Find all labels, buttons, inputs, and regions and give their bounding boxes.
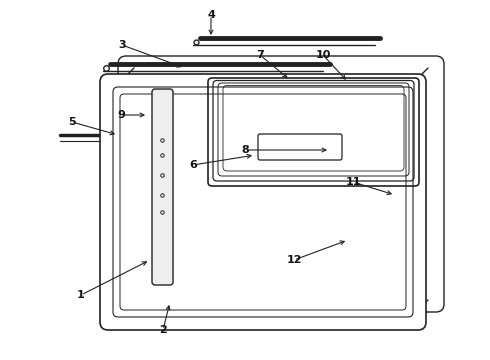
Text: 1: 1 [77,290,85,300]
Text: 4: 4 [207,10,215,20]
Text: 3: 3 [118,40,126,50]
Text: 8: 8 [241,145,249,155]
FancyBboxPatch shape [100,74,426,330]
Text: 5: 5 [68,117,76,127]
Text: 2: 2 [159,325,167,335]
Text: 11: 11 [345,177,361,187]
Text: 6: 6 [189,160,197,170]
Text: 12: 12 [286,255,302,265]
Text: 7: 7 [256,50,264,60]
FancyBboxPatch shape [118,56,444,312]
Text: 10: 10 [315,50,331,60]
FancyBboxPatch shape [152,89,173,285]
Text: 9: 9 [117,110,125,120]
